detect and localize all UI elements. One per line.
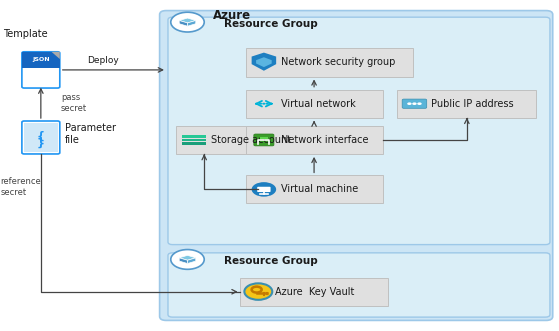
Circle shape [252, 182, 276, 197]
Text: reference
secret: reference secret [1, 177, 41, 197]
Polygon shape [179, 255, 196, 260]
Bar [246, 48, 413, 76]
Polygon shape [51, 52, 60, 59]
Text: Storage account: Storage account [211, 135, 291, 145]
FancyBboxPatch shape [168, 253, 550, 317]
FancyBboxPatch shape [402, 99, 427, 108]
Polygon shape [187, 258, 196, 263]
Bar [246, 126, 383, 154]
Polygon shape [179, 21, 187, 26]
Text: Virtual network: Virtual network [281, 99, 356, 109]
Text: Deploy: Deploy [87, 56, 119, 65]
Text: Azure  Key Vault: Azure Key Vault [275, 287, 354, 297]
Circle shape [266, 103, 269, 105]
Bar [182, 139, 206, 141]
Circle shape [170, 12, 204, 32]
Text: Parameter
file: Parameter file [65, 123, 116, 145]
Bar [176, 126, 299, 154]
Text: JSON: JSON [32, 58, 50, 63]
Bar [182, 142, 206, 145]
Circle shape [417, 102, 421, 105]
Text: Resource Group: Resource Group [224, 256, 318, 266]
Bar [246, 90, 383, 118]
Polygon shape [252, 53, 276, 71]
Text: Template: Template [3, 29, 48, 39]
Polygon shape [179, 258, 187, 263]
Bar [396, 90, 536, 118]
Polygon shape [256, 57, 272, 67]
FancyBboxPatch shape [160, 11, 553, 320]
Polygon shape [187, 21, 196, 26]
Bar [246, 175, 383, 204]
FancyBboxPatch shape [22, 52, 60, 88]
Text: Public IP address: Public IP address [431, 99, 514, 109]
Polygon shape [179, 18, 196, 23]
Bar [240, 278, 389, 306]
Bar [182, 135, 206, 138]
FancyBboxPatch shape [257, 187, 271, 192]
FancyBboxPatch shape [254, 134, 274, 146]
Text: }: } [37, 137, 45, 148]
Text: Virtual machine: Virtual machine [281, 184, 358, 194]
Circle shape [259, 103, 262, 105]
Circle shape [244, 283, 272, 300]
Bar [23, 123, 58, 152]
Circle shape [262, 103, 266, 105]
Circle shape [170, 250, 204, 269]
Text: Azure: Azure [212, 9, 251, 22]
Text: Network security group: Network security group [281, 58, 395, 68]
Text: {: { [37, 131, 45, 141]
FancyBboxPatch shape [168, 17, 550, 245]
FancyBboxPatch shape [22, 121, 60, 154]
Text: pass
secret: pass secret [61, 93, 87, 113]
Text: Resource Group: Resource Group [224, 19, 318, 29]
Circle shape [412, 102, 416, 105]
Circle shape [407, 102, 411, 105]
Text: Network interface: Network interface [281, 135, 368, 145]
Bar [22, 52, 60, 68]
